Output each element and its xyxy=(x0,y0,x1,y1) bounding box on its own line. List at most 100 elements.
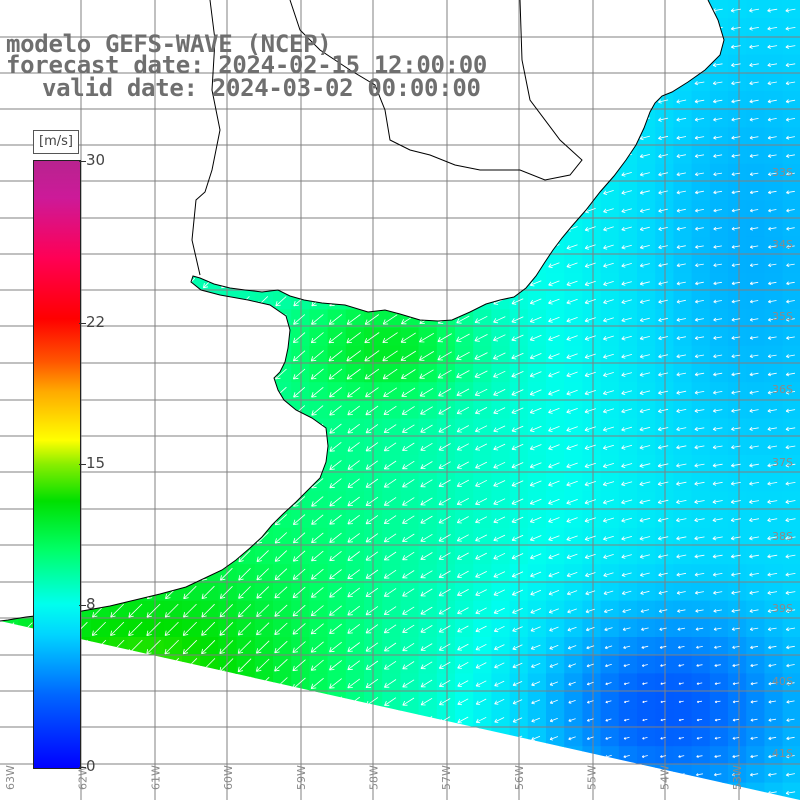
wind-arrow xyxy=(438,297,452,306)
wind-arrow xyxy=(511,498,524,505)
field-cell xyxy=(546,127,565,147)
wind-arrow xyxy=(657,499,669,505)
field-cell xyxy=(309,564,329,583)
wind-arrow xyxy=(730,554,741,559)
wind-arrow xyxy=(402,606,415,615)
colorbar-unit: [m/s] xyxy=(33,130,79,154)
wind-arrow xyxy=(732,645,740,649)
border-path xyxy=(191,0,221,276)
wind-arrow xyxy=(292,604,306,617)
wind-arrow xyxy=(239,277,250,289)
field-cell xyxy=(309,582,329,602)
wind-arrow xyxy=(439,24,451,32)
field-cell xyxy=(709,36,729,56)
wind-arrow xyxy=(639,354,650,359)
wind-arrow xyxy=(239,132,250,143)
wind-arrow xyxy=(200,676,216,691)
wind-arrow xyxy=(603,554,614,559)
wind-arrow xyxy=(696,700,703,704)
wind-arrow xyxy=(182,694,198,709)
wind-arrow xyxy=(147,567,160,581)
wind-arrow xyxy=(348,242,360,251)
field-cell xyxy=(0,473,19,492)
field-cell xyxy=(309,473,329,492)
latitude-label: 39S xyxy=(772,602,793,615)
wind-arrow xyxy=(382,368,398,380)
wind-arrow xyxy=(202,386,214,398)
field-cell xyxy=(127,728,147,747)
wind-arrow xyxy=(400,332,416,343)
wind-arrow xyxy=(274,713,288,726)
wind-arrow xyxy=(731,281,741,286)
wind-arrow xyxy=(567,645,577,650)
wind-arrow xyxy=(420,442,433,451)
field-cell xyxy=(491,18,511,37)
field-cell xyxy=(418,0,438,19)
wind-arrow xyxy=(438,570,451,579)
field-cell xyxy=(218,182,238,201)
field-cell xyxy=(673,54,693,74)
field-cell xyxy=(254,254,274,274)
wind-arrow xyxy=(383,278,397,288)
wind-arrow xyxy=(329,387,342,398)
wind-arrow xyxy=(676,463,687,468)
wind-arrow xyxy=(511,243,524,250)
field-cell xyxy=(182,218,201,238)
wind-arrow xyxy=(456,552,469,560)
wind-arrow xyxy=(329,423,342,434)
field-cell xyxy=(309,600,329,620)
field-cell xyxy=(182,418,201,438)
field-cell xyxy=(0,91,19,110)
wind-arrow xyxy=(548,353,560,360)
wind-arrow xyxy=(714,773,722,777)
field-cell xyxy=(436,254,456,274)
wind-arrow xyxy=(438,424,451,433)
field-cell xyxy=(546,91,565,110)
field-cell xyxy=(273,600,292,620)
wind-arrow xyxy=(512,607,523,614)
wind-arrow xyxy=(184,5,195,16)
wind-arrow xyxy=(2,113,14,125)
wind-arrow xyxy=(624,700,630,704)
field-cell xyxy=(309,746,329,765)
wind-arrow xyxy=(238,604,252,618)
field-cell xyxy=(254,327,274,347)
wind-arrow xyxy=(475,6,487,14)
wind-arrow xyxy=(750,663,758,668)
wind-arrow xyxy=(202,495,214,508)
wind-arrow xyxy=(311,514,324,525)
wind-arrow xyxy=(293,459,306,471)
wind-arrow xyxy=(767,609,777,613)
wind-arrow xyxy=(676,154,686,159)
wind-arrow xyxy=(221,350,232,362)
wind-arrow xyxy=(475,643,487,651)
wind-arrow xyxy=(293,169,305,179)
field-cell xyxy=(436,309,456,329)
wind-arrow xyxy=(749,372,759,377)
field-cell xyxy=(309,291,329,310)
wind-arrow xyxy=(420,515,433,524)
wind-arrow xyxy=(383,569,397,579)
wind-arrow xyxy=(420,625,433,633)
wind-arrow xyxy=(402,752,415,761)
wind-arrow xyxy=(293,278,305,288)
wind-arrow xyxy=(110,567,124,581)
wind-arrow xyxy=(130,314,141,325)
field-cell xyxy=(527,36,547,56)
wind-arrow xyxy=(184,368,196,380)
field-cell xyxy=(400,18,420,37)
wind-arrow xyxy=(1,604,15,617)
field-cell xyxy=(0,382,19,401)
wind-arrow xyxy=(750,772,759,777)
field-cell xyxy=(327,764,347,784)
wind-arrow xyxy=(439,42,451,50)
wind-arrow xyxy=(238,513,251,526)
wind-arrow xyxy=(182,621,197,636)
wind-arrow xyxy=(383,387,398,397)
wind-arrow xyxy=(457,6,469,14)
field-cell xyxy=(400,163,420,183)
wind-arrow xyxy=(785,44,796,49)
wind-arrow xyxy=(768,681,777,686)
field-cell xyxy=(36,109,56,128)
wind-arrow xyxy=(365,478,379,488)
